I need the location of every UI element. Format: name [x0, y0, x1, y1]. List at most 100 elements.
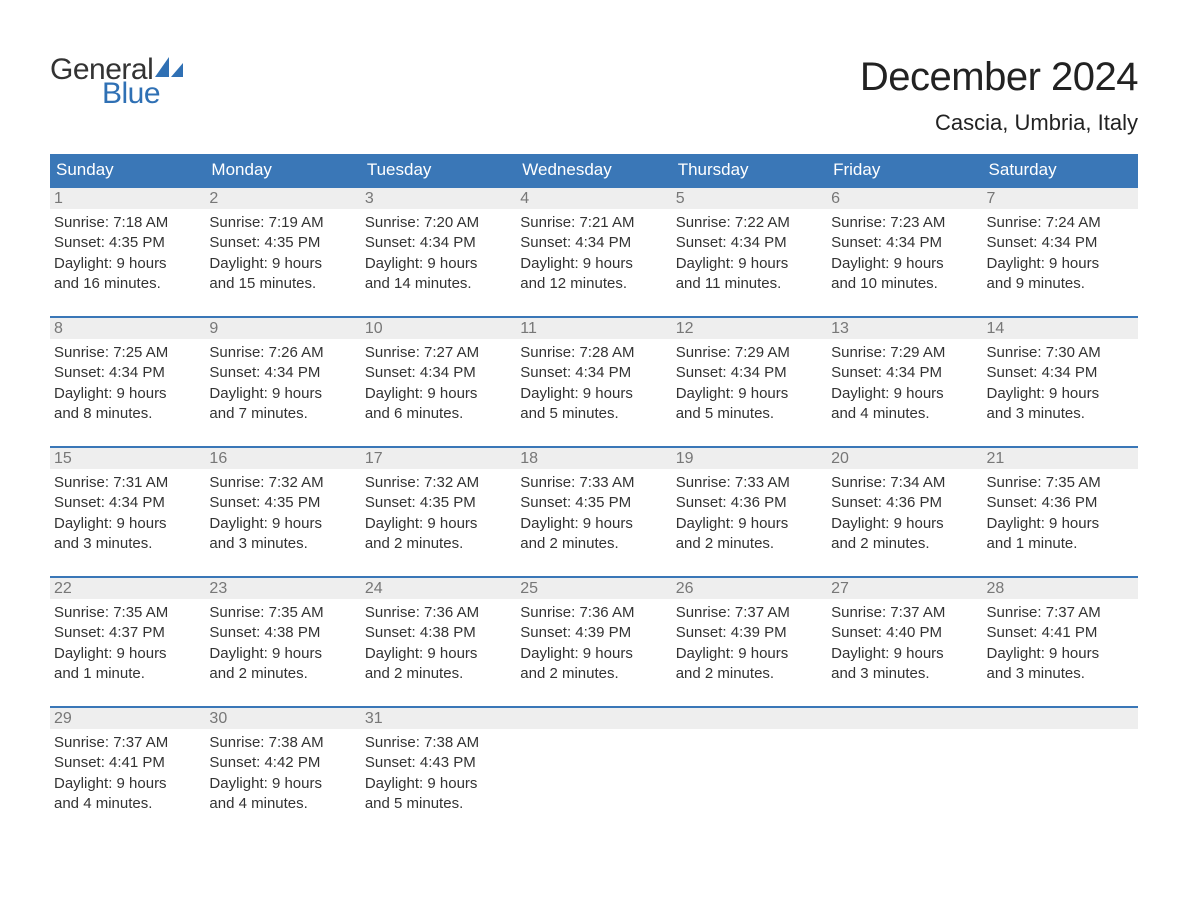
sunrise-text: Sunrise: 7:27 AM	[365, 343, 512, 363]
daylight-line2: and 2 minutes.	[365, 664, 512, 684]
day-number: 17	[361, 446, 516, 469]
daylight-line1: Daylight: 9 hours	[365, 384, 512, 404]
sunset-text: Sunset: 4:38 PM	[209, 623, 356, 643]
calendar-day-cell	[827, 706, 982, 836]
daylight-line2: and 8 minutes.	[54, 404, 201, 424]
day-details: Sunrise: 7:26 AMSunset: 4:34 PMDaylight:…	[205, 339, 360, 430]
sunrise-text: Sunrise: 7:38 AM	[365, 733, 512, 753]
daylight-line2: and 3 minutes.	[54, 534, 201, 554]
calendar-day-cell: 10Sunrise: 7:27 AMSunset: 4:34 PMDayligh…	[361, 316, 516, 446]
calendar-day-cell: 5Sunrise: 7:22 AMSunset: 4:34 PMDaylight…	[672, 186, 827, 316]
daylight-line1: Daylight: 9 hours	[54, 644, 201, 664]
day-details: Sunrise: 7:38 AMSunset: 4:43 PMDaylight:…	[361, 729, 516, 820]
sunset-text: Sunset: 4:36 PM	[831, 493, 978, 513]
day-number: 12	[672, 316, 827, 339]
calendar-week-row: 8Sunrise: 7:25 AMSunset: 4:34 PMDaylight…	[50, 316, 1138, 446]
day-details: Sunrise: 7:34 AMSunset: 4:36 PMDaylight:…	[827, 469, 982, 560]
sunset-text: Sunset: 4:34 PM	[54, 363, 201, 383]
day-number-empty	[827, 706, 982, 729]
day-number: 26	[672, 576, 827, 599]
calendar-day-cell	[516, 706, 671, 836]
month-title: December 2024	[860, 55, 1138, 100]
day-number: 15	[50, 446, 205, 469]
sunrise-text: Sunrise: 7:19 AM	[209, 213, 356, 233]
daylight-line1: Daylight: 9 hours	[365, 514, 512, 534]
daylight-line2: and 7 minutes.	[209, 404, 356, 424]
daylight-line1: Daylight: 9 hours	[54, 254, 201, 274]
daylight-line1: Daylight: 9 hours	[676, 384, 823, 404]
day-number: 30	[205, 706, 360, 729]
daylight-line2: and 2 minutes.	[676, 664, 823, 684]
sunset-text: Sunset: 4:42 PM	[209, 753, 356, 773]
page-header: General Blue December 2024 Cascia, Umbri…	[50, 55, 1138, 136]
day-details: Sunrise: 7:30 AMSunset: 4:34 PMDaylight:…	[983, 339, 1138, 430]
daylight-line1: Daylight: 9 hours	[520, 514, 667, 534]
daylight-line2: and 2 minutes.	[209, 664, 356, 684]
calendar-day-cell: 20Sunrise: 7:34 AMSunset: 4:36 PMDayligh…	[827, 446, 982, 576]
day-number: 2	[205, 186, 360, 209]
sunrise-text: Sunrise: 7:21 AM	[520, 213, 667, 233]
day-number: 19	[672, 446, 827, 469]
daylight-line1: Daylight: 9 hours	[831, 384, 978, 404]
daylight-line1: Daylight: 9 hours	[209, 254, 356, 274]
day-details: Sunrise: 7:37 AMSunset: 4:40 PMDaylight:…	[827, 599, 982, 690]
day-number: 8	[50, 316, 205, 339]
weekday-header: Saturday	[983, 154, 1138, 186]
day-number: 7	[983, 186, 1138, 209]
daylight-line2: and 2 minutes.	[520, 534, 667, 554]
sunset-text: Sunset: 4:34 PM	[54, 493, 201, 513]
daylight-line1: Daylight: 9 hours	[520, 384, 667, 404]
calendar-day-cell: 28Sunrise: 7:37 AMSunset: 4:41 PMDayligh…	[983, 576, 1138, 706]
day-details: Sunrise: 7:35 AMSunset: 4:37 PMDaylight:…	[50, 599, 205, 690]
calendar-day-cell: 29Sunrise: 7:37 AMSunset: 4:41 PMDayligh…	[50, 706, 205, 836]
sunrise-text: Sunrise: 7:36 AM	[520, 603, 667, 623]
sunrise-text: Sunrise: 7:38 AM	[209, 733, 356, 753]
day-number: 4	[516, 186, 671, 209]
logo-text-blue: Blue	[102, 79, 183, 109]
day-details: Sunrise: 7:38 AMSunset: 4:42 PMDaylight:…	[205, 729, 360, 820]
daylight-line2: and 3 minutes.	[987, 664, 1134, 684]
sunrise-text: Sunrise: 7:37 AM	[831, 603, 978, 623]
daylight-line2: and 2 minutes.	[676, 534, 823, 554]
sunrise-text: Sunrise: 7:20 AM	[365, 213, 512, 233]
day-details: Sunrise: 7:33 AMSunset: 4:35 PMDaylight:…	[516, 469, 671, 560]
sunrise-text: Sunrise: 7:29 AM	[831, 343, 978, 363]
logo: General Blue	[50, 55, 183, 109]
day-number: 9	[205, 316, 360, 339]
sunrise-text: Sunrise: 7:22 AM	[676, 213, 823, 233]
sunset-text: Sunset: 4:34 PM	[209, 363, 356, 383]
daylight-line1: Daylight: 9 hours	[831, 644, 978, 664]
daylight-line2: and 5 minutes.	[365, 794, 512, 814]
day-number: 23	[205, 576, 360, 599]
day-number-empty	[983, 706, 1138, 729]
calendar-day-cell	[983, 706, 1138, 836]
location-text: Cascia, Umbria, Italy	[860, 110, 1138, 136]
daylight-line2: and 16 minutes.	[54, 274, 201, 294]
calendar-day-cell: 4Sunrise: 7:21 AMSunset: 4:34 PMDaylight…	[516, 186, 671, 316]
day-details: Sunrise: 7:20 AMSunset: 4:34 PMDaylight:…	[361, 209, 516, 300]
calendar-day-cell: 18Sunrise: 7:33 AMSunset: 4:35 PMDayligh…	[516, 446, 671, 576]
sunrise-text: Sunrise: 7:24 AM	[987, 213, 1134, 233]
daylight-line2: and 4 minutes.	[209, 794, 356, 814]
calendar-day-cell: 9Sunrise: 7:26 AMSunset: 4:34 PMDaylight…	[205, 316, 360, 446]
daylight-line1: Daylight: 9 hours	[54, 774, 201, 794]
daylight-line2: and 14 minutes.	[365, 274, 512, 294]
day-details: Sunrise: 7:35 AMSunset: 4:36 PMDaylight:…	[983, 469, 1138, 560]
calendar-day-cell: 1Sunrise: 7:18 AMSunset: 4:35 PMDaylight…	[50, 186, 205, 316]
daylight-line2: and 4 minutes.	[54, 794, 201, 814]
title-block: December 2024 Cascia, Umbria, Italy	[860, 55, 1138, 136]
day-number-empty	[516, 706, 671, 729]
calendar-day-cell: 3Sunrise: 7:20 AMSunset: 4:34 PMDaylight…	[361, 186, 516, 316]
day-details: Sunrise: 7:32 AMSunset: 4:35 PMDaylight:…	[205, 469, 360, 560]
daylight-line2: and 3 minutes.	[831, 664, 978, 684]
day-details: Sunrise: 7:37 AMSunset: 4:41 PMDaylight:…	[983, 599, 1138, 690]
day-details: Sunrise: 7:37 AMSunset: 4:39 PMDaylight:…	[672, 599, 827, 690]
daylight-line1: Daylight: 9 hours	[831, 254, 978, 274]
sunset-text: Sunset: 4:39 PM	[676, 623, 823, 643]
calendar-body: 1Sunrise: 7:18 AMSunset: 4:35 PMDaylight…	[50, 186, 1138, 836]
sunrise-text: Sunrise: 7:35 AM	[987, 473, 1134, 493]
sunrise-text: Sunrise: 7:33 AM	[676, 473, 823, 493]
calendar-day-cell: 8Sunrise: 7:25 AMSunset: 4:34 PMDaylight…	[50, 316, 205, 446]
daylight-line2: and 5 minutes.	[676, 404, 823, 424]
daylight-line1: Daylight: 9 hours	[365, 644, 512, 664]
